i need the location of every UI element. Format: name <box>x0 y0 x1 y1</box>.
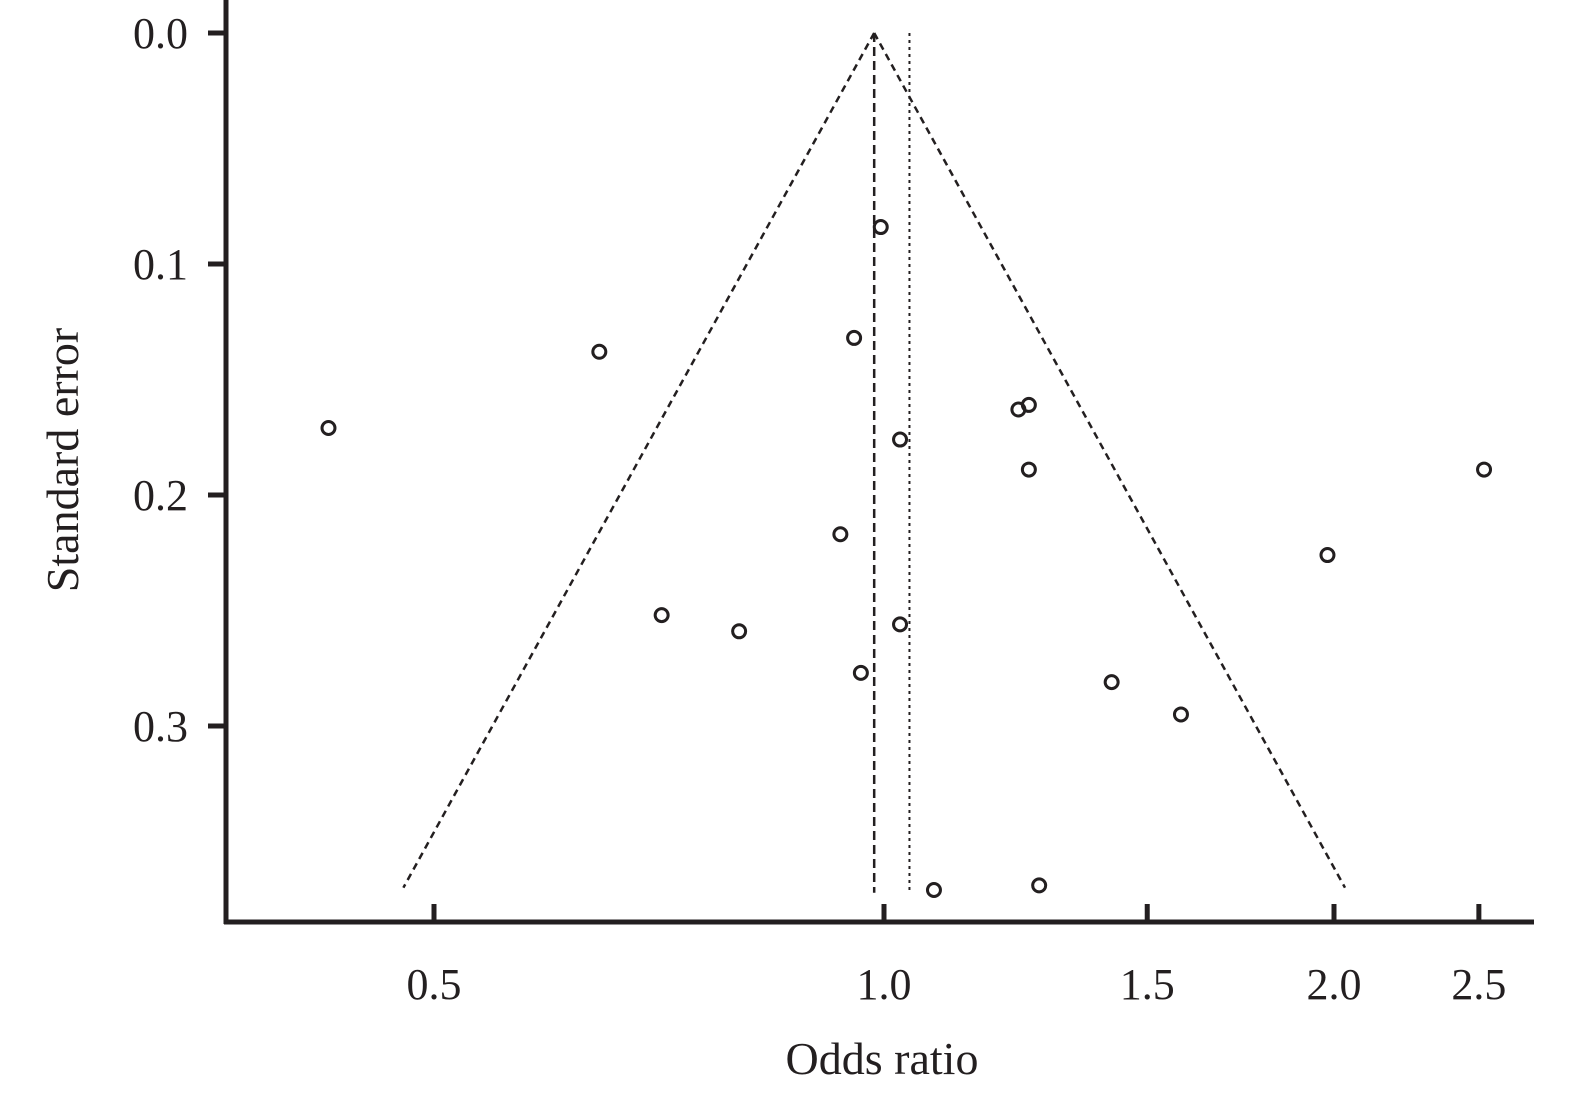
data-point <box>1172 706 1189 723</box>
x-tick-label: 1.5 <box>1120 960 1175 1009</box>
y-axis-title: Standard error <box>37 328 88 592</box>
data-point <box>892 431 909 448</box>
axes <box>208 0 1534 925</box>
data-point <box>872 219 889 236</box>
x-tick-label: 1.0 <box>857 960 912 1009</box>
data-point <box>925 882 942 899</box>
data-point <box>1103 674 1120 691</box>
data-point <box>653 607 670 624</box>
funnel-left-line <box>402 32 876 889</box>
data-points <box>320 219 1493 899</box>
data-point <box>832 526 849 543</box>
data-point <box>591 343 608 360</box>
data-point <box>320 420 337 437</box>
x-axis-title: Odds ratio <box>786 1033 979 1084</box>
data-point <box>852 664 869 681</box>
x-tick-label: 2.0 <box>1307 960 1362 1009</box>
data-point <box>1031 877 1048 894</box>
funnel-right-line <box>873 32 1347 889</box>
data-point <box>731 623 748 640</box>
tick-labels: 0.0 0.1 0.2 0.3 0.5 1.0 1.5 2.0 2.5 <box>133 9 1506 1009</box>
data-point <box>1020 461 1037 478</box>
y-tick-label: 0.0 <box>133 9 188 58</box>
y-tick-label: 0.2 <box>133 471 188 520</box>
y-tick-label: 0.3 <box>133 702 188 751</box>
data-point <box>1319 547 1336 564</box>
x-tick-label: 2.5 <box>1451 960 1506 1009</box>
data-point <box>892 616 909 633</box>
guide-lines <box>402 32 1347 893</box>
data-point <box>1476 461 1493 478</box>
data-point <box>1020 396 1037 413</box>
x-tick-label: 0.5 <box>407 960 462 1009</box>
data-point <box>846 329 863 346</box>
y-tick-label: 0.1 <box>133 240 188 289</box>
